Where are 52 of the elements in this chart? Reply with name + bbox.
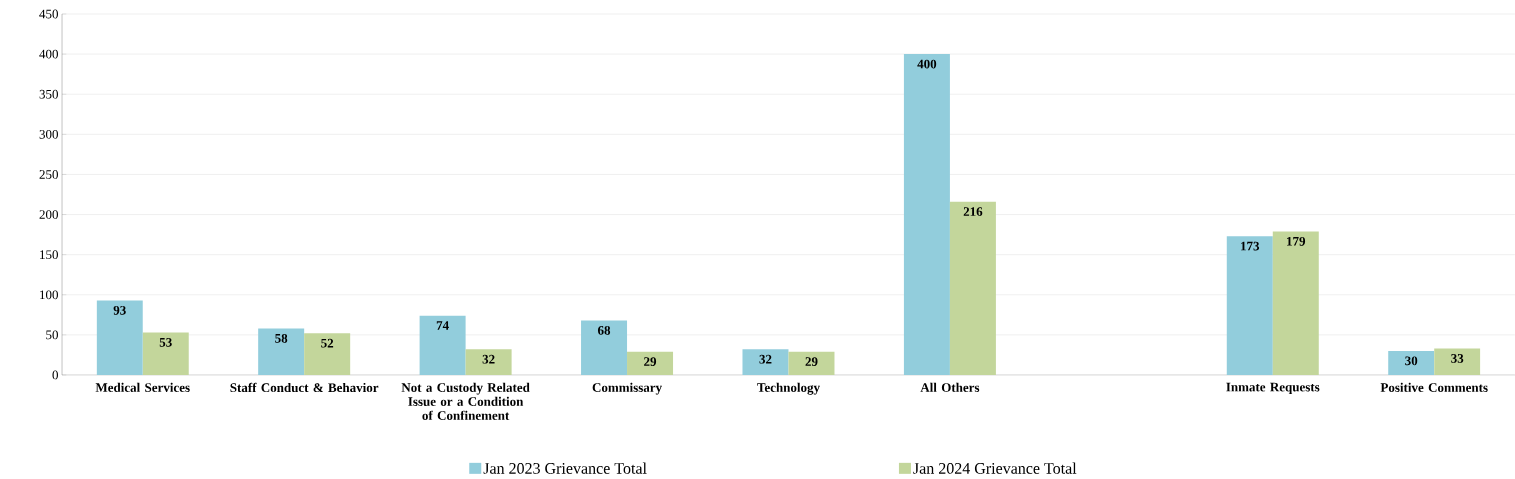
x-tick-label: Staff Conduct & Behavior [230,382,379,393]
bar [788,351,835,375]
data-label: 74 [436,321,449,330]
y-tick-label: 250 [39,170,58,179]
x-tick-label: Commissary [592,382,662,395]
bar [903,54,950,375]
bar [1226,236,1273,375]
bar [1272,231,1319,375]
x-tick-label: Inmate Requests [1226,382,1320,395]
y-tick-label: 400 [39,49,58,59]
bar [96,300,143,375]
data-label: 33 [1451,354,1464,363]
data-label: 93 [113,305,126,315]
data-label: 53 [159,338,172,347]
data-label: 58 [275,334,288,343]
bar [1388,350,1435,375]
bar [581,320,628,375]
bar [419,315,466,375]
data-label: 32 [482,354,495,364]
x-tick-label: Positive Comments [1380,382,1488,392]
x-tick-label: Medical Services [95,382,190,392]
y-tick-label: 50 [46,330,58,340]
y-tick-label: 350 [39,89,58,99]
bar [258,328,305,375]
y-tick-label: 0 [52,370,58,380]
y-tick-label: 150 [40,250,58,260]
y-tick-label: 300 [39,129,58,139]
x-tick-label: Not a Custody Related Issue or a Condition of Confinement [401,382,530,420]
y-tick-label: 450 [39,9,58,19]
y-tick-label: 200 [39,210,58,219]
y-tick-label: 100 [40,290,58,300]
data-label: 29 [805,357,818,366]
data-label: 173 [1241,241,1260,251]
bar [742,349,789,375]
data-label: 400 [917,59,937,69]
bar [627,351,674,375]
data-label: 30 [1405,356,1418,366]
legend-label: Jan 2023 Grievance Total [483,462,647,474]
data-label: 179 [1287,236,1306,246]
data-label: 52 [321,338,334,348]
x-tick-label: All Others [920,382,980,392]
bar [304,333,351,375]
x-tick-label: Technology [757,382,820,395]
data-label: 29 [644,357,657,366]
bar [949,201,996,375]
bar [465,349,512,375]
bar [1434,348,1481,375]
bar [142,332,189,375]
data-label: 32 [759,354,772,364]
data-label: 68 [597,325,611,335]
legend-label: Jan 2024 Grievance Total [913,462,1077,474]
data-label: 216 [963,207,983,216]
